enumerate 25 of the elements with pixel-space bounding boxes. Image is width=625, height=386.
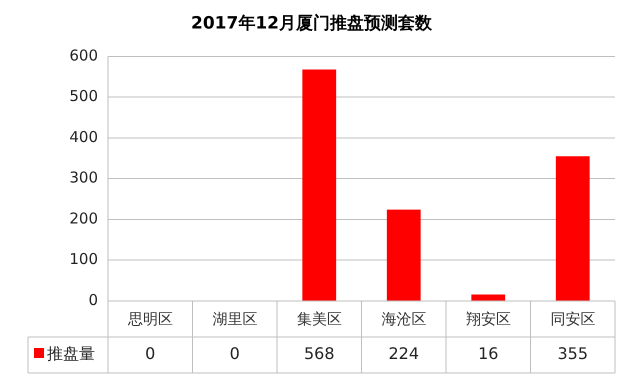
data-label: 0: [230, 344, 240, 364]
chart-title: 2017年12月厦门推盘预测套数: [191, 14, 433, 34]
y-tick-label: 200: [69, 209, 98, 228]
x-tick-label: 湖里区: [212, 310, 258, 328]
data-label: 16: [478, 344, 498, 364]
y-tick-label: 0: [88, 290, 98, 309]
x-tick-label: 集美区: [296, 310, 342, 328]
bar: [302, 69, 336, 300]
data-label: 0: [145, 344, 156, 364]
y-tick-label: 300: [69, 168, 98, 187]
x-tick-label: 同安区: [550, 310, 596, 328]
bar: [556, 156, 590, 300]
bar: [386, 210, 421, 300]
data-label: 568: [304, 344, 335, 364]
y-tick-label: 100: [69, 250, 98, 268]
data-label: 355: [557, 344, 588, 364]
x-tick-label: 翔安区: [466, 310, 511, 328]
x-tick-label: 思明区: [126, 310, 173, 328]
data-label: 224: [388, 344, 420, 364]
bar: [471, 294, 506, 300]
legend-label: 推盘量: [47, 344, 95, 364]
y-tick-label: 400: [69, 128, 98, 146]
y-tick-label: 600: [69, 46, 98, 64]
y-tick-label: 500: [69, 87, 98, 106]
x-tick-label: 海沧区: [381, 310, 426, 328]
